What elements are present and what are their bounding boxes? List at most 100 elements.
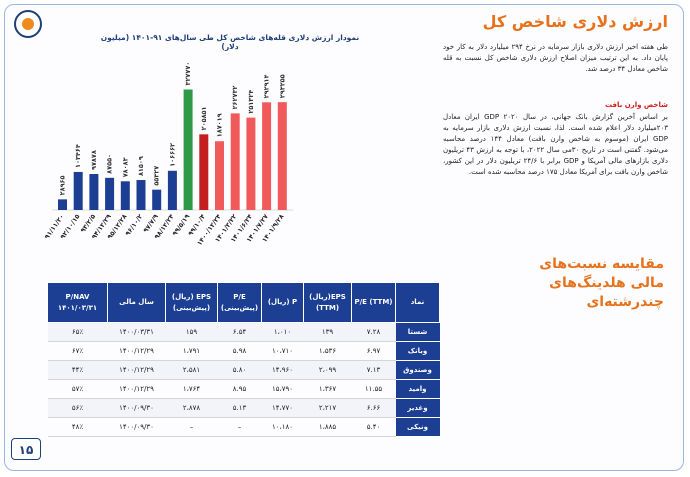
cell-symbol: وامید (395, 379, 440, 399)
cell: ۷.۲۸ (351, 322, 396, 342)
cell-symbol: وصندوق (395, 360, 440, 380)
bar-value-label: ۲۹۳۲۵۵ (278, 74, 286, 98)
bar-value-label: ۲۵۱۳۲۴ (247, 90, 255, 114)
cell: ۲،۰۹۹ (303, 360, 352, 380)
cell: ۱۱.۵۵ (351, 379, 396, 399)
bar-value-label: ۲۰۵۸۵۱ (200, 107, 208, 131)
cell: ۶.۹۷ (351, 341, 396, 361)
table-row: وغدیر ۶.۶۶ ۲،۲۱۷ ۱۴،۷۷۰ ۵.۱۳ ۲،۸۷۸ ۱۴۰۰/… (47, 398, 440, 418)
bar (277, 102, 287, 210)
cell: ۱۴۰۰/۱۲/۲۹ (107, 341, 166, 361)
bar (73, 171, 83, 210)
table-row: وامید ۱۱.۵۵ ۱،۳۶۷ ۱۵،۷۹۰ ۸.۹۵ ۱،۷۶۴ ۱۴۰۰… (47, 379, 440, 399)
bar (152, 189, 162, 210)
cell: ۱،۷۶۴ (165, 379, 218, 399)
cell: ۴۴٪ (47, 360, 108, 380)
bar-value-label: ۸۷۵۵۰ (106, 154, 114, 174)
cell: ۱۵۹ (165, 322, 218, 342)
page-number: ۱۵ (11, 438, 41, 460)
bar-value-label: ۲۹۲۹۱۴ (263, 74, 271, 98)
cell: ۶.۶۶ (351, 398, 396, 418)
header-pnav: P/NAV ۱۴۰۱/۰۳/۳۱ (47, 282, 108, 323)
bar (183, 89, 193, 210)
bar (105, 177, 115, 210)
table-row: وصندوق ۷.۱۳ ۲،۰۹۹ ۱۴،۹۶۰ ۵.۸۰ ۲،۵۸۱ ۱۴۰۰… (47, 360, 440, 380)
dollar-value-paragraph: طی هفته اخیر ارزش دلاری بازار سرمایه در … (443, 43, 669, 73)
bar-value-label: ۳۲۷۷۷۰ (184, 62, 192, 86)
cell-symbol: وغدیر (395, 398, 440, 418)
cell: ۸.۹۵ (217, 379, 262, 399)
bar (199, 134, 209, 210)
cell: ۱،۵۳۶ (303, 341, 352, 361)
bar (167, 170, 177, 210)
peak-value-bar-chart: ۲۸۹۶۵۹۱/۱۱/۲۰۱۰۳۴۶۴۹۲/۱۰/۱۵۹۷۸۷۸۹۳/۲/۵۸۷… (43, 62, 294, 247)
bar-value-label: ۱۰۳۴۶۴ (74, 144, 82, 168)
cell: ۷.۱۳ (351, 360, 396, 380)
bar-value-label: ۷۸۰۸۳ (121, 157, 129, 177)
bar (120, 181, 130, 210)
cell: – (217, 417, 262, 437)
header-symbol: نماد (395, 282, 440, 323)
cell: ۱۳۹ (303, 322, 352, 342)
cell: ۲،۲۱۷ (303, 398, 352, 418)
cell: ۱۴۰۰/۱۲/۲۹ (107, 360, 166, 380)
table-header-row: نماد P/E (TTM) EPS(ریال) (TTM) P (ریال) … (47, 282, 440, 323)
header-eps-forecast: EPS (ریال) (پیش‌بینی) (165, 282, 218, 323)
buffett-index-paragraph: بر اساس آخرین گزارش بانک جهانی، در سال ۲… (443, 113, 669, 176)
bar-value-label: ۲۸۹۶۵ (59, 175, 67, 195)
cell: ۱۴۰۰/۰۹/۳۰ (107, 417, 166, 437)
table-row: ونیکی ۵.۴۰ ۱،۸۸۵ ۱۰،۱۸۰ – – ۱۴۰۰/۰۹/۳۰ ۴… (47, 417, 440, 437)
bar-value-label: ۸۱۵۰۹ (137, 156, 145, 176)
table-row: وبانک ۶.۹۷ ۱،۵۳۶ ۱۰،۷۱۰ ۵.۹۸ ۱،۷۹۱ ۱۴۰۰/… (47, 341, 440, 361)
bar-value-label: ۲۶۲۷۳۲ (231, 86, 239, 110)
bar (136, 180, 146, 210)
bar (230, 113, 240, 210)
cell: ۶۵٪ (47, 322, 108, 342)
cell: ۱،۸۸۵ (303, 417, 352, 437)
cell-symbol: ونیکی (395, 417, 440, 437)
bar (89, 174, 99, 210)
cell: ۵.۸۰ (217, 360, 262, 380)
bar-value-label: ۹۷۸۷۸ (90, 150, 98, 170)
cell: ۱۰،۱۸۰ (261, 417, 304, 437)
cell: ۵.۱۳ (217, 398, 262, 418)
bar-value-label: ۱۰۶۶۶۲ (168, 143, 176, 167)
section-title-dollar-value: ارزش دلاری شاخص کل (482, 12, 668, 31)
cell: ۱۴۰۰/۱۲/۲۹ (107, 379, 166, 399)
company-logo (14, 10, 42, 38)
bar (215, 141, 224, 210)
cell-symbol: شستا (395, 322, 440, 342)
header-pe-forecast: P/E (پیش‌بینی) (217, 282, 262, 323)
cell: ۱،۳۶۷ (303, 379, 352, 399)
holding-ratios-table: نماد P/E (TTM) EPS(ریال) (TTM) P (ریال) … (47, 282, 440, 437)
header-fiscal-year: سال مالی (107, 282, 166, 323)
cell-symbol: وبانک (395, 341, 440, 361)
section-title-holding-comparison: مقایسه نسبت‌های مالی هلدینگ‌های چندرشته‌… (539, 256, 664, 310)
cell: ۶۷٪ (47, 341, 108, 361)
cell: ۱۴،۷۷۰ (261, 398, 304, 418)
header-price: P (ریال) (261, 282, 304, 323)
cell: ۴۸٪ (47, 417, 108, 437)
cell: ۲،۸۷۸ (165, 398, 218, 418)
cell: ۶.۵۴ (217, 322, 262, 342)
cell: ۱۴۰۰/۰۹/۳۰ (107, 398, 166, 418)
cell: ۵.۴۰ (351, 417, 396, 437)
cell: ۱۰،۷۱۰ (261, 341, 304, 361)
cell: ۱۴۰۰/۰۳/۳۱ (107, 322, 166, 342)
cell: ۵۷٪ (47, 379, 108, 399)
header-pe-ttm: P/E (TTM) (351, 282, 396, 323)
cell: – (165, 417, 218, 437)
cell: ۵۶٪ (47, 398, 108, 418)
bar (58, 199, 67, 210)
bar (246, 117, 256, 210)
header-eps-ttm: EPS(ریال) (TTM) (303, 282, 352, 323)
cell: ۱،۰۱۰ (261, 322, 304, 342)
table-row: شستا ۷.۲۸ ۱۳۹ ۱،۰۱۰ ۶.۵۴ ۱۵۹ ۱۴۰۰/۰۳/۳۱ … (47, 322, 440, 342)
bar (262, 102, 272, 210)
cell: ۲،۵۸۱ (165, 360, 218, 380)
cell: ۵.۹۸ (217, 341, 262, 361)
bar-value-label: ۵۵۳۲۷ (153, 166, 161, 186)
buffett-index-heading: شاخص وارن بافت (605, 101, 668, 109)
cell: ۱،۷۹۱ (165, 341, 218, 361)
cell: ۱۴،۹۶۰ (261, 360, 304, 380)
